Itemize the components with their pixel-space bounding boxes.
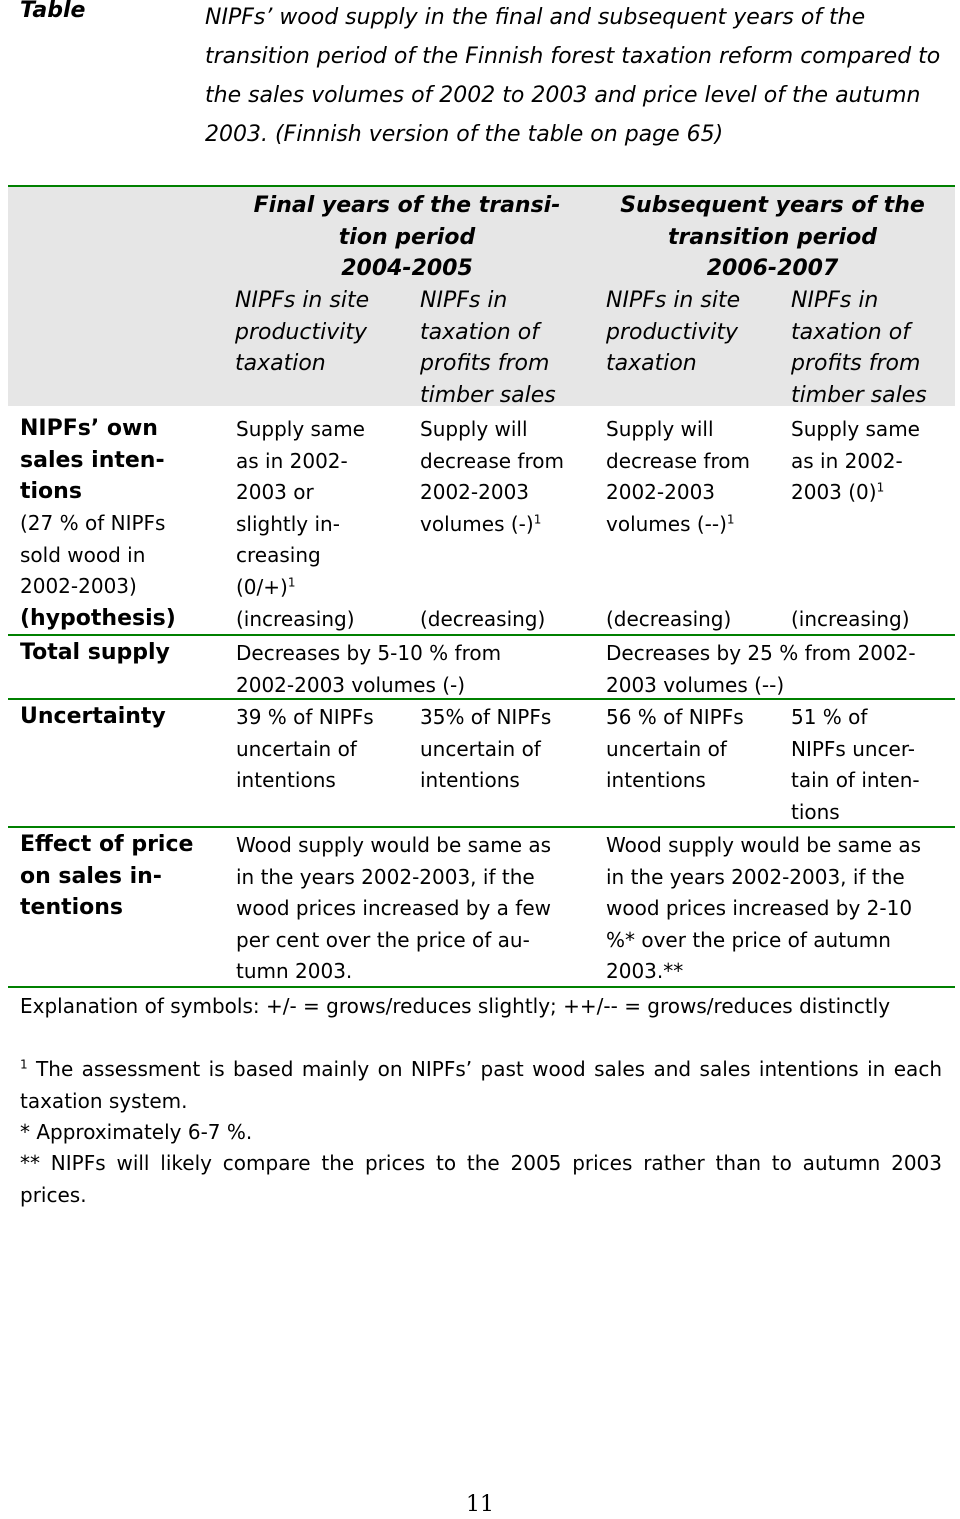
row-sub-sales-intentions: (27 % of NIPFs sold wood in 2002-2003) xyxy=(20,511,166,598)
footnote-marker: 1 xyxy=(876,480,885,495)
cell-uncertainty-3: 56 % of NIPFs uncertain of intentions xyxy=(606,705,744,792)
cell-uncertainty-1: 39 % of NIPFs uncertain of intentions xyxy=(236,705,374,792)
header-group-subsequent-years: Subsequent years of the transition perio… xyxy=(620,193,925,281)
table-caption-text: NIPFs’ wood supply in the final and subs… xyxy=(205,5,941,147)
row-head-price-effect: Effect of price on sales in- tentions xyxy=(20,832,194,920)
cell-hypothesis-4: (increasing) xyxy=(791,607,910,631)
footnote-marker: 1 xyxy=(533,511,542,526)
footnote-1: The assessment is based mainly on NIPFs’… xyxy=(20,1057,942,1113)
cell-uncertainty-4: 51 % of NIPFs uncer- tain of inten- tion… xyxy=(791,705,920,824)
cell-hypothesis-3: (decreasing) xyxy=(606,607,732,631)
header-col-profits-taxation-1: NIPFs in taxation of profits from timber… xyxy=(420,288,556,408)
page-number: 11 xyxy=(466,1492,494,1517)
cell-uncertainty-2: 35% of NIPFs uncertain of intentions xyxy=(420,705,552,792)
cell-intentions-profits-2: Supply same as in 2002- 2003 (0) xyxy=(791,417,920,504)
cell-total-subsequent-years: Decreases by 25 % from 2002- 2003 volume… xyxy=(606,641,916,697)
row-head-hypothesis: (hypothesis) xyxy=(20,606,176,631)
cell-price-final-years: Wood supply would be same as in the year… xyxy=(236,833,552,983)
header-col-profits-taxation-2: NIPFs in taxation of profits from timber… xyxy=(791,288,927,408)
table-caption-label: Table xyxy=(20,0,86,23)
cell-hypothesis-2: (decreasing) xyxy=(420,607,546,631)
symbols-explanation: Explanation of symbols: +/- = grows/redu… xyxy=(20,994,891,1018)
table-top-rule xyxy=(8,185,955,187)
cell-intentions-site-1: Supply same as in 2002- 2003 or slightly… xyxy=(236,417,365,599)
cell-total-final-years: Decreases by 5-10 % from 2002-2003 volum… xyxy=(236,641,502,697)
cell-intentions-profits-1: Supply will decrease from 2002-2003 volu… xyxy=(420,417,564,536)
row-head-uncertainty: Uncertainty xyxy=(20,704,166,729)
row-head-sales-intentions: NIPFs’ own sales inten- tions xyxy=(20,416,165,504)
footnote-marker: 1 xyxy=(726,511,735,526)
header-col-site-productivity-2: NIPFs in site productivity taxation xyxy=(606,288,741,376)
table-bottom-rule xyxy=(8,986,955,988)
footnote-star: * Approximately 6-7 %. xyxy=(20,1120,253,1144)
row-divider xyxy=(8,634,955,636)
row-divider xyxy=(8,698,955,700)
header-group-final-years: Final years of the transi- tion period 2… xyxy=(253,193,561,281)
footnote-marker: 1 xyxy=(287,574,296,589)
footnote-double-star: ** NIPFs will likely compare the prices … xyxy=(20,1151,942,1207)
row-head-total-supply: Total supply xyxy=(20,640,170,665)
cell-intentions-site-2: Supply will decrease from 2002-2003 volu… xyxy=(606,417,750,536)
row-divider xyxy=(8,826,955,828)
footnote-marker: 1 xyxy=(20,1057,28,1072)
table-header-background xyxy=(8,187,955,406)
cell-price-subsequent-years: Wood supply would be same as in the year… xyxy=(606,833,922,983)
header-col-site-productivity-1: NIPFs in site productivity taxation xyxy=(235,288,370,376)
cell-hypothesis-1: (increasing) xyxy=(236,607,355,631)
